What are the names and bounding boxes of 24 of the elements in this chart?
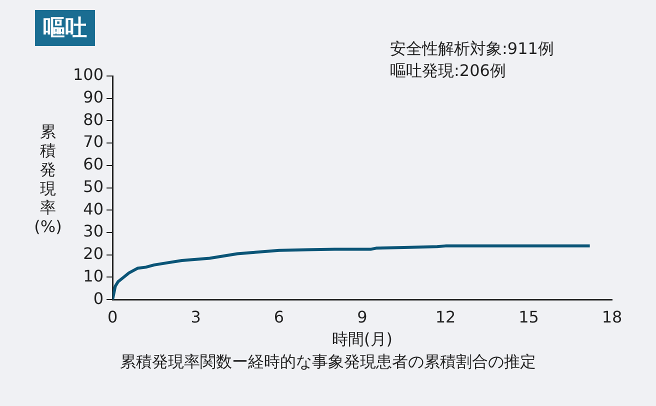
annotation: 嘔吐発現:206例: [390, 60, 507, 82]
y-tick-label: 70: [83, 132, 104, 152]
chart-title: 嘔吐: [35, 10, 95, 46]
y-tick-label: 80: [83, 110, 104, 129]
y-tick-label: 90: [83, 88, 104, 107]
x-tick-label: 18: [602, 307, 622, 326]
y-tick-label: 10: [83, 266, 104, 286]
y-tick-label: 20: [83, 244, 104, 264]
x-tick-label: 3: [190, 307, 201, 326]
x-tick-label: 12: [435, 307, 456, 326]
x-tick-label: 15: [518, 307, 539, 326]
y-tick-label: 30: [83, 222, 104, 241]
y-axis-title: 累積発現率(%): [33, 122, 63, 236]
x-tick-label: 0: [107, 307, 118, 326]
y-tick-label: 40: [83, 199, 104, 218]
y-tick-label: 0: [93, 288, 104, 308]
text: 累積発現率関数ー経時的な事象発現患者の累積割合の推定: [119, 352, 537, 373]
y-tick-label: 100: [72, 65, 104, 84]
x-tick-label: 6: [274, 307, 284, 326]
x-tick-label: 9: [357, 307, 368, 326]
y-tick-label: 60: [83, 154, 104, 174]
text: 安全性解析対象:911例: [390, 38, 554, 60]
y-tick-label: 50: [83, 176, 104, 196]
x-axis-title: 時間(月): [332, 330, 393, 349]
